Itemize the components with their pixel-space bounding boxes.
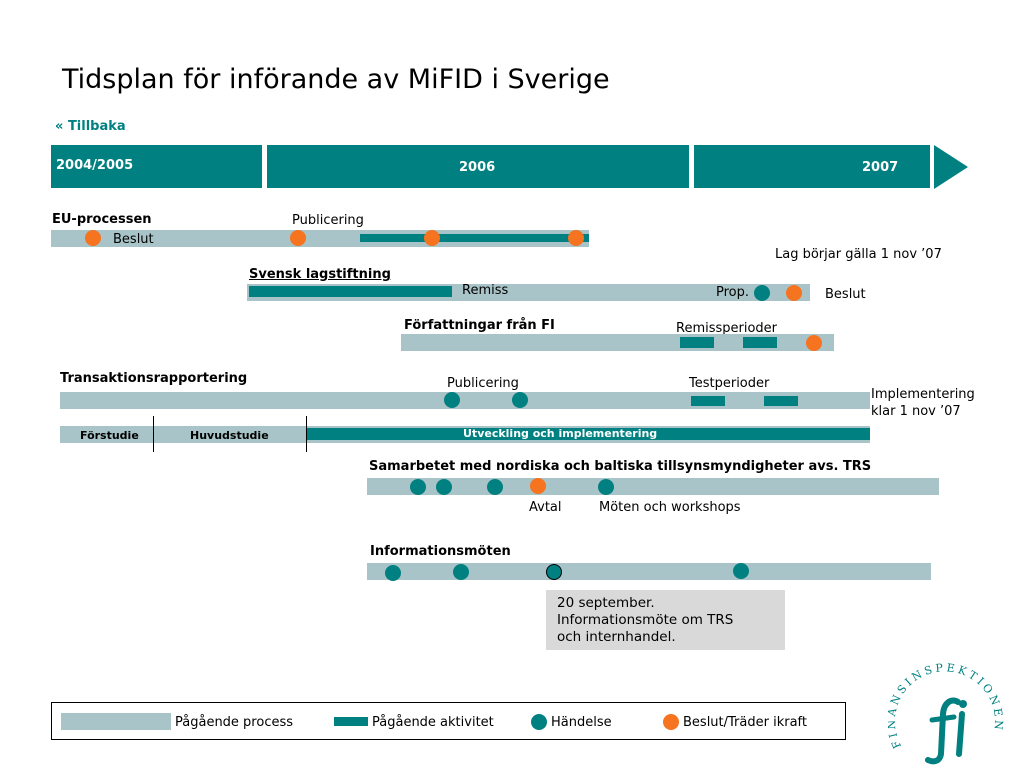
- svensk-heading: Svensk lagstiftning: [249, 267, 391, 282]
- eu-heading: EU-processen: [52, 212, 152, 227]
- legend-activity-swatch: [334, 717, 368, 726]
- fi-remissperioder-label: Remissperioder: [676, 321, 778, 336]
- info-event-dot: [733, 563, 749, 579]
- back-link[interactable]: « Tillbaka: [55, 119, 126, 134]
- nordic-event-dot: [487, 479, 503, 495]
- nordic-avtal-label: Avtal: [529, 500, 562, 515]
- svensk-remiss-label: Remiss: [462, 283, 509, 298]
- nordic-decision-dot: [530, 478, 546, 494]
- trans-activity-bar: [691, 396, 725, 406]
- nordic-moten-label: Möten och workshops: [599, 500, 741, 515]
- nordic-event-dot: [436, 479, 452, 495]
- huvudstudie-label: Huvudstudie: [190, 429, 269, 442]
- legend-decision-icon: [663, 714, 679, 730]
- info-event-dot: [453, 564, 469, 580]
- svensk-decision-dot: [786, 285, 802, 301]
- info-note-text: 20 september. Informationsmöte om TRS oc…: [557, 595, 734, 645]
- trans-impl-label-2: klar 1 nov ’07: [871, 404, 961, 419]
- utveckling-bar: [307, 428, 870, 440]
- trans-publicering-label: Publicering: [447, 376, 519, 391]
- legend-decision-label: Beslut/Träder ikraft: [683, 715, 807, 730]
- svensk-prop-label: Prop.: [716, 285, 750, 300]
- eu-decision-dot: [290, 230, 306, 246]
- trans-testperioder-label: Testperioder: [689, 376, 770, 391]
- year-2007: 2007: [694, 145, 930, 188]
- trans-heading: Transaktionsrapportering: [60, 371, 248, 386]
- trans-impl-label-1: Implementering: [871, 387, 975, 402]
- svensk-beslut-label: Beslut: [825, 287, 866, 302]
- phase-divider: [306, 416, 307, 452]
- trans-activity-bar: [764, 396, 798, 406]
- nordic-event-dot: [598, 479, 614, 495]
- eu-publicering-label: Publicering: [292, 213, 364, 228]
- legend-process-label: Pågående process: [175, 715, 294, 730]
- utveckling-label: Utveckling och implementering: [463, 427, 658, 440]
- legend-activity-label: Pågående aktivitet: [372, 715, 494, 730]
- eu-beslut-label: Beslut: [113, 232, 154, 247]
- fi-process-bar: [401, 334, 834, 351]
- info-process-bar: [367, 563, 931, 580]
- fi-decision-dot: [806, 335, 822, 351]
- info-note-box: 20 september. Informationsmöte om TRS oc…: [546, 590, 785, 650]
- trans-event-dot: [444, 392, 460, 408]
- eu-decision-dot: [568, 230, 584, 246]
- page-title: Tidsplan för införande av MiFID i Sverig…: [62, 64, 610, 95]
- legend: Pågående process Pågående aktivitet Händ…: [51, 702, 846, 740]
- finansinspektionen-logo: FINANSINSPEKTIONEN: [888, 662, 1002, 765]
- eu-decision-dot: [85, 230, 101, 246]
- legend-event-label: Händelse: [551, 715, 612, 730]
- forstudie-label: Förstudie: [80, 429, 139, 442]
- fi-activity-bar: [680, 337, 714, 348]
- back-link-label: Tillbaka: [67, 119, 126, 134]
- eu-decision-dot: [424, 230, 440, 246]
- lag-label: Lag börjar gälla 1 nov ’07: [775, 247, 942, 262]
- nordic-event-dot: [410, 479, 426, 495]
- phase-divider: [153, 416, 154, 452]
- double-chevron-left-icon: «: [55, 119, 64, 134]
- trans-process-bar: [60, 392, 870, 409]
- timeline-arrow-icon: [934, 145, 968, 189]
- fi-activity-bar: [743, 337, 777, 348]
- info-heading: Informationsmöten: [370, 544, 511, 559]
- svensk-activity-bar: [249, 286, 452, 297]
- fi-heading: Författningar från FI: [404, 318, 555, 333]
- legend-process-swatch: [61, 713, 171, 730]
- svensk-event-dot: [754, 285, 770, 301]
- year-2006: 2006: [267, 145, 689, 188]
- nordic-heading: Samarbetet med nordiska och baltiska til…: [369, 459, 872, 474]
- legend-event-icon: [531, 714, 547, 730]
- year-2004-2005: 2004/2005: [51, 145, 262, 188]
- eu-activity-bar: [360, 234, 589, 242]
- trans-event-dot: [512, 392, 528, 408]
- nordic-process-bar: [367, 478, 939, 495]
- info-event-dot: [385, 565, 401, 581]
- info-event-dot-highlighted[interactable]: [546, 564, 562, 580]
